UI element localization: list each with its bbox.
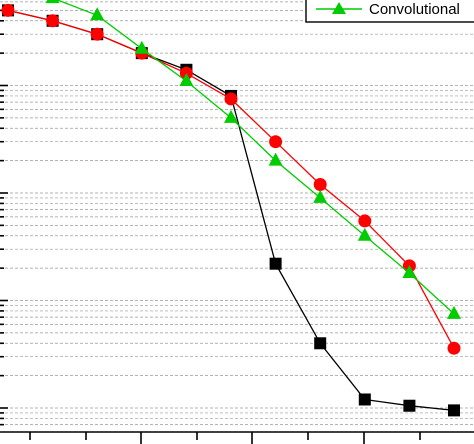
legend-box — [305, 0, 474, 23]
data-point-triangle — [447, 305, 461, 319]
data-point-circle — [90, 27, 104, 41]
series-layer — [1, 0, 461, 417]
series-convolutional — [45, 0, 461, 319]
data-point-circle — [358, 214, 372, 228]
data-point-triangle — [179, 73, 194, 87]
legend: Convolutional — [305, 0, 474, 23]
series-square — [2, 4, 460, 417]
data-point-triangle — [45, 0, 60, 4]
data-point-triangle — [357, 227, 372, 241]
data-point-circle — [269, 135, 283, 149]
legend-label-convolutional: Convolutional — [369, 1, 460, 18]
data-point-circle — [313, 177, 327, 191]
data-point-circle — [46, 14, 60, 28]
axes — [0, 9, 474, 444]
data-point-square — [403, 399, 416, 412]
data-point-triangle — [313, 189, 328, 203]
data-point-square — [269, 257, 282, 270]
series-line — [55, 0, 455, 315]
data-point-triangle — [90, 7, 105, 21]
grid-lines — [0, 1, 474, 433]
legend-marker-convolutional — [332, 2, 346, 14]
series-line — [7, 9, 455, 412]
data-point-square — [448, 404, 460, 417]
data-point-triangle — [224, 109, 238, 123]
series-circle — [1, 3, 461, 355]
data-point-circle — [224, 92, 238, 106]
data-point-circle — [1, 3, 15, 17]
series-line — [7, 9, 455, 349]
data-point-triangle — [402, 265, 417, 279]
data-point-square — [358, 393, 371, 406]
data-point-circle — [447, 341, 461, 355]
data-point-triangle — [134, 40, 149, 54]
data-point-square — [314, 337, 327, 350]
data-point-triangle — [268, 152, 283, 166]
